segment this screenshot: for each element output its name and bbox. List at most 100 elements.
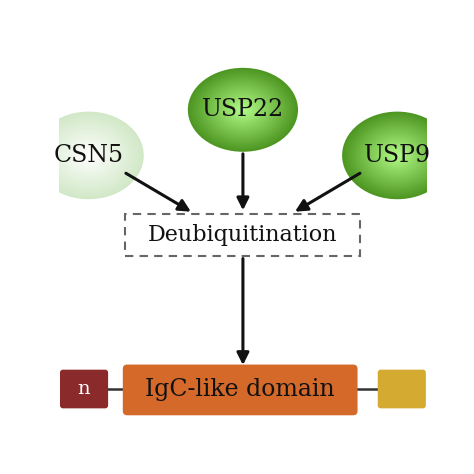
Ellipse shape xyxy=(351,118,444,192)
Ellipse shape xyxy=(394,153,401,158)
Ellipse shape xyxy=(54,128,124,183)
Ellipse shape xyxy=(230,100,256,120)
Ellipse shape xyxy=(48,123,129,188)
Ellipse shape xyxy=(43,119,135,192)
Ellipse shape xyxy=(235,104,251,116)
Ellipse shape xyxy=(205,81,281,138)
Ellipse shape xyxy=(79,147,99,164)
Ellipse shape xyxy=(221,93,265,127)
Ellipse shape xyxy=(34,111,144,199)
Ellipse shape xyxy=(359,125,436,186)
Ellipse shape xyxy=(55,128,123,182)
Ellipse shape xyxy=(385,146,410,165)
Ellipse shape xyxy=(346,114,449,197)
Ellipse shape xyxy=(82,150,96,161)
Text: CSN5: CSN5 xyxy=(54,144,124,167)
Ellipse shape xyxy=(81,149,97,162)
Ellipse shape xyxy=(69,140,108,171)
Ellipse shape xyxy=(202,79,284,141)
Ellipse shape xyxy=(395,154,400,157)
Ellipse shape xyxy=(44,119,134,191)
Ellipse shape xyxy=(220,92,266,128)
Ellipse shape xyxy=(67,138,110,172)
Ellipse shape xyxy=(217,90,269,130)
Ellipse shape xyxy=(61,134,116,177)
FancyBboxPatch shape xyxy=(125,214,360,256)
Ellipse shape xyxy=(233,102,253,118)
Ellipse shape xyxy=(392,151,403,160)
Ellipse shape xyxy=(203,80,283,140)
Ellipse shape xyxy=(214,88,272,132)
Ellipse shape xyxy=(196,73,290,146)
Ellipse shape xyxy=(346,115,448,196)
Ellipse shape xyxy=(209,84,277,136)
Ellipse shape xyxy=(65,137,112,174)
Ellipse shape xyxy=(42,118,136,192)
Ellipse shape xyxy=(66,137,111,173)
Ellipse shape xyxy=(76,145,101,165)
Ellipse shape xyxy=(228,98,258,121)
Text: IgC-like domain: IgC-like domain xyxy=(146,378,335,401)
Ellipse shape xyxy=(45,120,133,191)
Ellipse shape xyxy=(232,101,254,118)
Ellipse shape xyxy=(382,143,413,168)
Ellipse shape xyxy=(37,115,140,196)
Ellipse shape xyxy=(71,142,106,169)
Ellipse shape xyxy=(72,142,105,169)
Ellipse shape xyxy=(342,111,452,199)
Ellipse shape xyxy=(371,135,424,176)
Text: USP22: USP22 xyxy=(202,98,284,121)
Ellipse shape xyxy=(212,86,274,133)
Ellipse shape xyxy=(47,123,130,188)
Ellipse shape xyxy=(343,112,451,198)
Ellipse shape xyxy=(211,85,275,134)
Ellipse shape xyxy=(86,153,91,158)
Ellipse shape xyxy=(188,68,298,152)
Ellipse shape xyxy=(63,135,114,176)
Ellipse shape xyxy=(201,78,285,142)
Ellipse shape xyxy=(219,91,267,128)
Ellipse shape xyxy=(60,133,117,178)
Ellipse shape xyxy=(350,118,445,193)
Ellipse shape xyxy=(365,130,429,181)
Ellipse shape xyxy=(223,95,263,125)
Ellipse shape xyxy=(194,73,292,147)
Ellipse shape xyxy=(85,153,92,158)
Ellipse shape xyxy=(240,107,246,112)
Ellipse shape xyxy=(369,133,426,178)
Ellipse shape xyxy=(215,89,271,131)
Ellipse shape xyxy=(383,144,411,167)
Ellipse shape xyxy=(363,128,431,182)
Ellipse shape xyxy=(82,150,95,161)
Ellipse shape xyxy=(207,82,279,137)
Ellipse shape xyxy=(225,96,261,123)
Ellipse shape xyxy=(349,117,446,194)
Ellipse shape xyxy=(390,149,405,162)
Ellipse shape xyxy=(56,130,121,181)
Ellipse shape xyxy=(386,146,408,164)
Ellipse shape xyxy=(204,81,282,139)
Ellipse shape xyxy=(378,140,416,170)
Ellipse shape xyxy=(189,69,297,151)
FancyBboxPatch shape xyxy=(60,370,108,409)
Ellipse shape xyxy=(88,155,90,156)
Ellipse shape xyxy=(208,83,278,137)
Ellipse shape xyxy=(78,146,100,164)
Ellipse shape xyxy=(39,116,138,195)
Ellipse shape xyxy=(36,114,141,197)
Ellipse shape xyxy=(231,100,255,119)
Ellipse shape xyxy=(38,115,139,196)
Ellipse shape xyxy=(77,146,100,165)
Ellipse shape xyxy=(40,117,137,194)
Ellipse shape xyxy=(361,127,434,184)
Ellipse shape xyxy=(377,140,417,171)
Ellipse shape xyxy=(70,141,107,170)
Ellipse shape xyxy=(191,70,295,149)
FancyBboxPatch shape xyxy=(378,370,426,409)
Ellipse shape xyxy=(364,129,430,182)
Ellipse shape xyxy=(53,127,125,184)
Ellipse shape xyxy=(224,96,262,124)
Ellipse shape xyxy=(46,122,131,189)
Ellipse shape xyxy=(367,132,427,179)
Ellipse shape xyxy=(84,152,93,159)
